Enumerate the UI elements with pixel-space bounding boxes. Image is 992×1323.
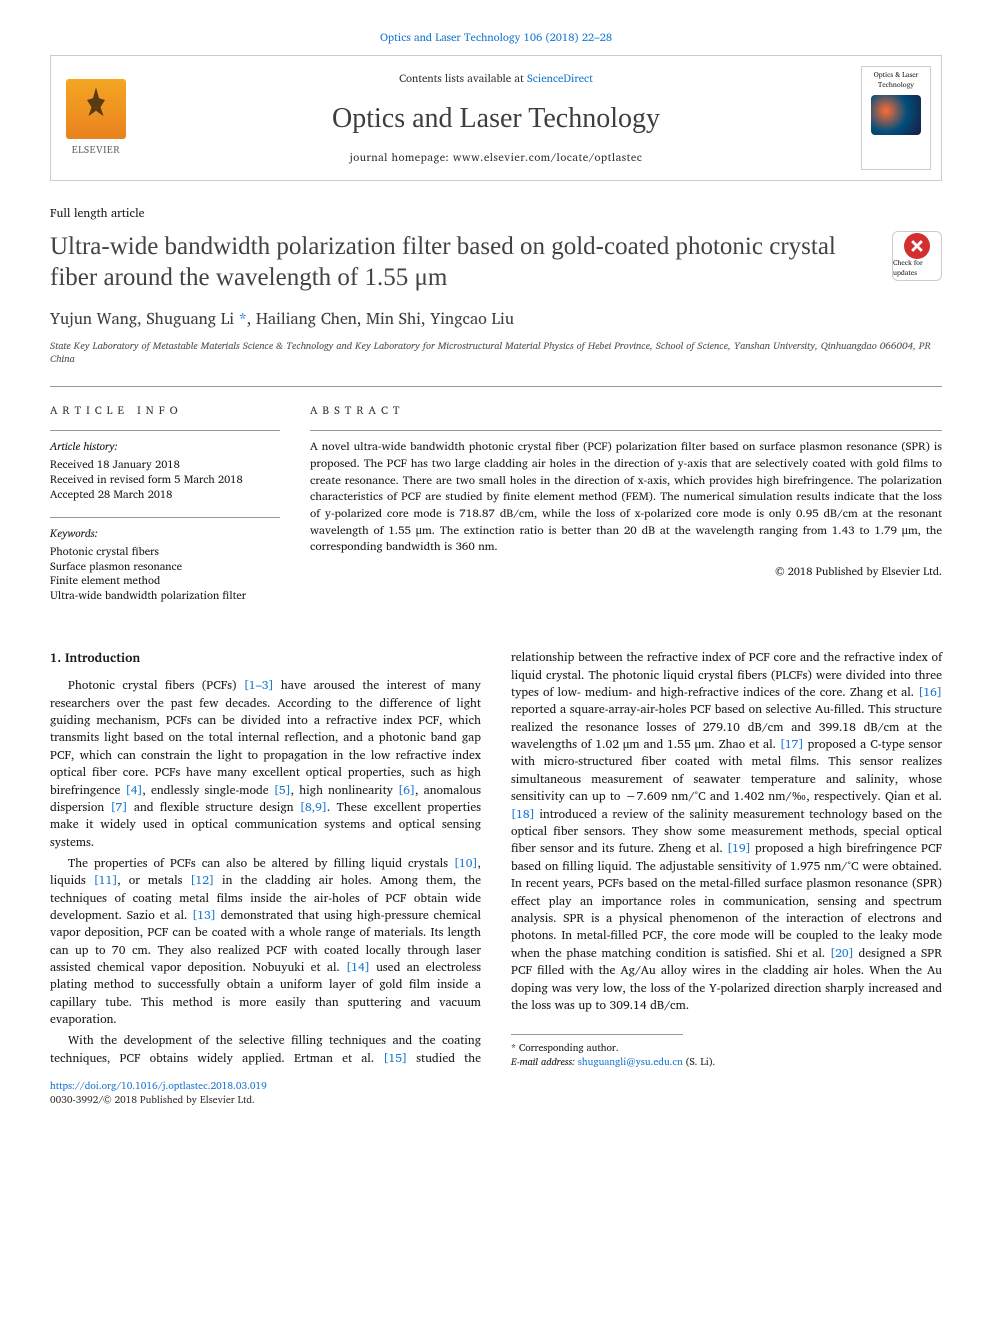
journal-homepage-line: journal homepage: www.elsevier.com/locat… xyxy=(151,150,841,165)
ref-19[interactable]: [19] xyxy=(727,839,751,858)
ref-1-3[interactable]: [1–3] xyxy=(244,676,274,695)
p1d: , high nonlinearity xyxy=(291,781,398,800)
ref-7[interactable]: [7] xyxy=(111,798,128,817)
elsevier-tree-icon xyxy=(66,79,126,139)
keywords-heading: Keywords: xyxy=(50,526,280,541)
elsevier-logo[interactable]: ELSEVIER xyxy=(51,56,141,180)
crossmark-badge[interactable]: Check for updates xyxy=(892,231,942,281)
history-accepted: Accepted 28 March 2018 xyxy=(50,487,280,502)
cover-title-2: Technology xyxy=(878,81,914,91)
ref-18[interactable]: [18] xyxy=(511,805,535,824)
ref-17[interactable]: [17] xyxy=(780,735,804,754)
history-heading: Article history: xyxy=(50,439,280,454)
header-center: Contents lists available at ScienceDirec… xyxy=(141,56,851,180)
issn-copyright: 0030-3992/© 2018 Published by Elsevier L… xyxy=(50,1093,942,1107)
ref-5[interactable]: [5] xyxy=(274,781,291,800)
article-info-column: ARTICLE INFO Article history: Received 1… xyxy=(50,403,280,619)
affiliation: State Key Laboratory of Metastable Mater… xyxy=(50,340,942,366)
abstract-copyright: © 2018 Published by Elsevier Ltd. xyxy=(310,564,942,579)
authors-text-2: , Hailiang Chen, Min Shi, Yingcao Liu xyxy=(247,306,514,332)
sciencedirect-link[interactable]: ScienceDirect xyxy=(527,69,593,87)
ref-12[interactable]: [12] xyxy=(190,871,214,890)
p2a: The properties of PCFs can also be alter… xyxy=(68,854,454,873)
footnote-block: * Corresponding author. E-mail address: … xyxy=(511,1034,942,1069)
email-label: E-mail address: xyxy=(511,1054,578,1070)
journal-name: Optics and Laser Technology xyxy=(151,99,841,138)
ref-6[interactable]: [6] xyxy=(398,781,415,800)
contents-available-line: Contents lists available at ScienceDirec… xyxy=(151,71,841,86)
p2c: , or metals xyxy=(117,871,190,890)
body-text: 1. Introduction Photonic crystal fibers … xyxy=(50,649,942,1069)
abstract-column: ABSTRACT A novel ultra-wide bandwidth ph… xyxy=(310,403,942,619)
p1a: Photonic crystal fibers (PCFs) xyxy=(68,676,244,695)
abstract-text: A novel ultra-wide bandwidth photonic cr… xyxy=(310,430,942,556)
author-email[interactable]: shuguangli@ysu.edu.cn xyxy=(578,1054,683,1070)
section-1-heading: 1. Introduction xyxy=(50,649,481,667)
paragraph-1: Photonic crystal fibers (PCFs) [1–3] hav… xyxy=(50,677,481,851)
corresponding-author-note: * Corresponding author. xyxy=(511,1041,942,1055)
abstract-label: ABSTRACT xyxy=(310,403,942,418)
email-line: E-mail address: shuguangli@ysu.edu.cn (S… xyxy=(511,1055,942,1069)
journal-header-box: ELSEVIER Contents lists available at Sci… xyxy=(50,55,942,181)
email-suffix: (S. Li). xyxy=(683,1054,716,1070)
doi-link[interactable]: https://doi.org/10.1016/j.optlastec.2018… xyxy=(50,1079,942,1093)
ref-15[interactable]: [15] xyxy=(383,1049,407,1068)
homepage-prefix: journal homepage: xyxy=(350,148,453,166)
corresponding-marker[interactable]: * xyxy=(234,306,247,332)
article-info-label: ARTICLE INFO xyxy=(50,403,280,418)
article-type: Full length article xyxy=(50,206,942,223)
ref-8-9[interactable]: [8,9] xyxy=(300,798,327,817)
paragraph-2: The properties of PCFs can also be alter… xyxy=(50,855,481,1029)
ref-14[interactable]: [14] xyxy=(346,958,370,977)
ref-20[interactable]: [20] xyxy=(830,944,854,963)
crossmark-label: Check for updates xyxy=(893,259,941,279)
ref-16[interactable]: [16] xyxy=(918,683,942,702)
footnote-separator xyxy=(511,1034,683,1035)
ref-10[interactable]: [10] xyxy=(454,854,478,873)
article-history-block: Article history: Received 18 January 201… xyxy=(50,430,280,501)
keyword-4: Ultra-wide bandwidth polarization filter xyxy=(50,588,280,603)
crossmark-icon xyxy=(904,233,930,259)
p1c: , endlessly single-mode xyxy=(142,781,273,800)
ref-4[interactable]: [4] xyxy=(126,781,143,800)
author-list: Yujun Wang, Shuguang Li *, Hailiang Chen… xyxy=(50,308,942,330)
cover-art-icon xyxy=(871,95,921,135)
journal-homepage-link[interactable]: www.elsevier.com/locate/optlastec xyxy=(453,148,643,166)
authors-text: Yujun Wang, Shuguang Li xyxy=(50,306,234,332)
top-citation[interactable]: Optics and Laser Technology 106 (2018) 2… xyxy=(50,30,942,45)
contents-prefix: Contents lists available at xyxy=(399,69,527,87)
keywords-block: Keywords: Photonic crystal fibers Surfac… xyxy=(50,517,280,603)
article-title: Ultra-wide bandwidth polarization filter… xyxy=(50,231,872,294)
elsevier-label: ELSEVIER xyxy=(72,143,120,157)
p1f: and flexible structure design xyxy=(128,798,300,817)
ref-13[interactable]: [13] xyxy=(192,906,216,925)
journal-cover-thumbnail[interactable]: Optics & Laser Technology xyxy=(861,66,931,170)
ref-11[interactable]: [11] xyxy=(94,871,118,890)
